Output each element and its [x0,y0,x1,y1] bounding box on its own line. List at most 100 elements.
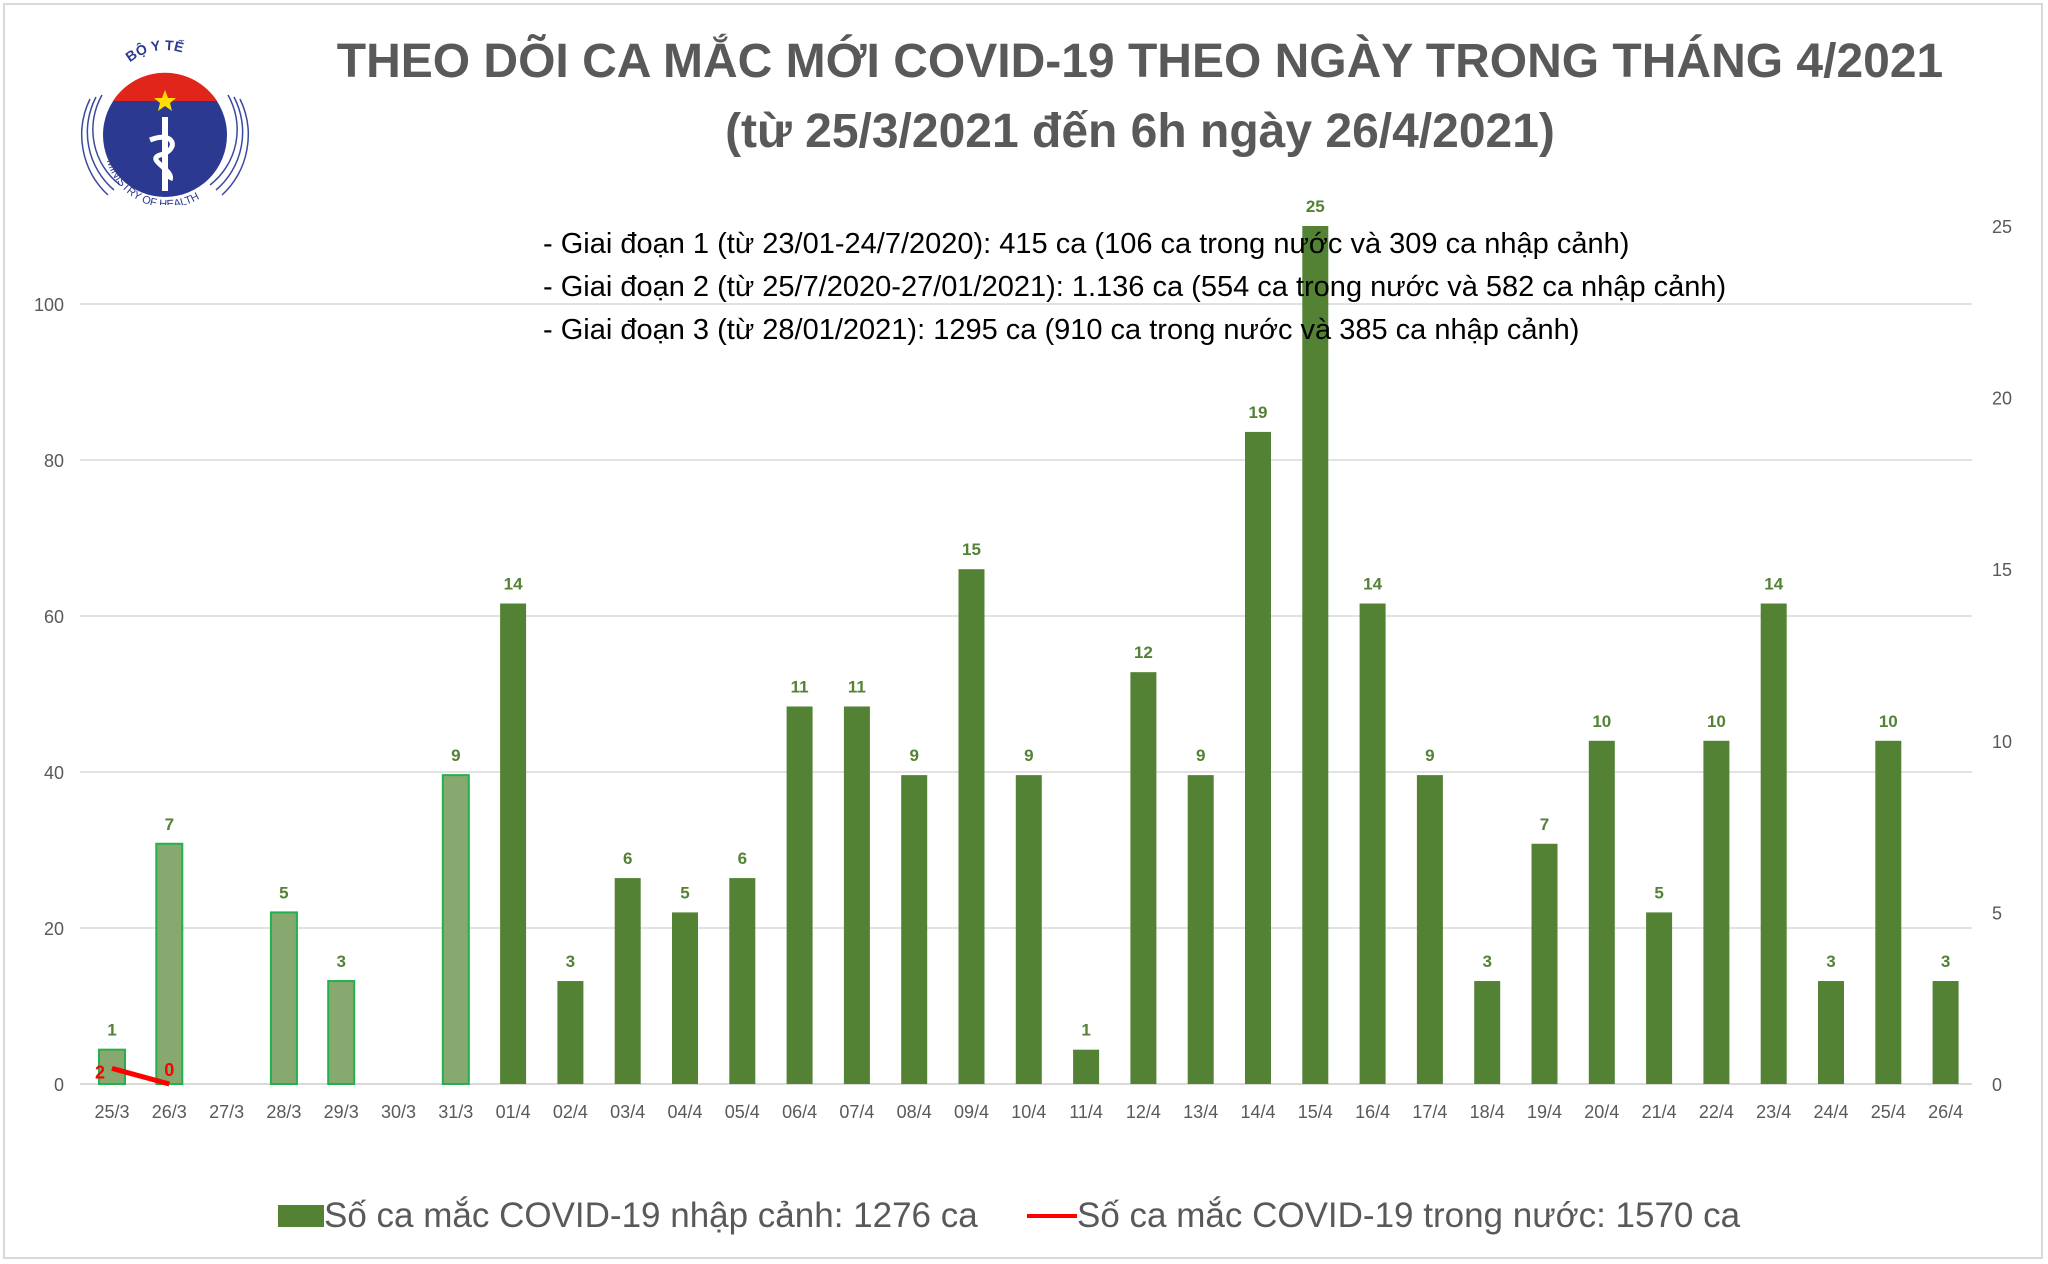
x-axis-tick-label: 26/3 [152,1102,187,1122]
bar-13/4 [1187,775,1214,1084]
chart-frame [3,3,2043,1259]
bar-data-label: 11 [791,677,809,696]
x-axis-tick-label: 31/3 [438,1102,473,1122]
bar-23/4 [1760,603,1787,1084]
note-phase-1: - Giai đoạn 1 (từ 23/01-24/7/2020): 415 … [543,228,1630,260]
right-axis-tick-label: 15 [1992,560,2012,580]
x-axis-tick-label: 19/4 [1527,1102,1562,1122]
bar-04/4 [672,912,698,1084]
x-axis-tick-label: 05/4 [725,1102,760,1122]
bar-17/4 [1416,775,1443,1084]
x-axis-tick-label: 18/4 [1470,1102,1505,1122]
bar-data-label: 7 [165,815,174,834]
bar-data-label: 9 [1425,746,1434,765]
legend-item-domestic: Số ca mắc COVID-19 trong nước: 1570 ca [1027,1196,1740,1236]
bar-07/4 [843,706,870,1084]
x-axis-tick-label: 23/4 [1756,1102,1791,1122]
x-axis-tick-label: 30/3 [381,1102,416,1122]
x-axis-tick-label: 07/4 [839,1102,874,1122]
bar-data-label: 1 [1081,1021,1090,1040]
bar-18/4 [1474,981,1501,1084]
bar-data-label: 15 [962,540,981,559]
bar-data-label: 3 [566,952,575,971]
bar-28/3 [269,911,298,1086]
x-axis-tick-label: 04/4 [667,1102,702,1122]
legend-item-imported: Số ca mắc COVID-19 nhập cảnh: 1276 ca [278,1196,978,1236]
bar-24/4 [1818,981,1844,1084]
x-axis-tick-label: 16/4 [1355,1102,1390,1122]
bar-data-label: 12 [1134,643,1153,662]
bar-21/4 [1646,912,1673,1084]
x-axis-tick-label: 09/4 [954,1102,989,1122]
x-axis-tick-label: 03/4 [610,1102,645,1122]
bar-data-label: 7 [1540,815,1549,834]
line-data-label: 0 [164,1060,174,1080]
legend-line-swatch-icon [1027,1214,1077,1218]
bar-08/4 [901,775,928,1084]
x-axis-tick-label: 25/4 [1871,1102,1906,1122]
x-axis-tick-label: 11/4 [1069,1102,1103,1122]
x-axis-tick-label: 14/4 [1240,1102,1275,1122]
bar-data-label: 3 [1482,952,1491,971]
bar-data-label: 5 [279,883,288,902]
x-axis-tick-label: 25/3 [94,1102,129,1122]
bar-02/4 [557,981,584,1084]
bar-26/3 [155,842,184,1086]
bar-data-label: 6 [623,849,632,868]
note-phase-2: - Giai đoạn 2 (từ 25/7/2020-27/01/2021):… [543,271,1727,303]
bar-data-label: 10 [1707,712,1726,731]
bar-data-label: 11 [848,677,866,696]
x-axis-tick-label: 22/4 [1699,1102,1734,1122]
note-phase-3: - Giai đoạn 3 (từ 28/01/2021): 1295 ca (… [543,314,1580,346]
x-axis-tick-label: 12/4 [1126,1102,1161,1122]
left-axis-tick-label: 20 [44,919,64,939]
x-axis-tick-label: 28/3 [266,1102,301,1122]
logo-emblem-icon: BỘ Y TẾ MINISTRY OF HEALTH [80,37,250,205]
bar-15/4 [1302,226,1329,1084]
right-axis-tick-label: 0 [1992,1075,2002,1095]
bar-data-label: 10 [1879,712,1898,731]
bar-20/4 [1588,740,1615,1084]
domestic-cases-line [111,1065,170,1087]
bar-data-label: 5 [680,883,689,902]
x-axis-tick-label: 15/4 [1298,1102,1333,1122]
bar-data-label: 25 [1306,197,1325,216]
x-axis-tick-label: 06/4 [782,1102,817,1122]
legend-label-domestic: Số ca mắc COVID-19 trong nước: 1570 ca [1077,1196,1741,1235]
bar-10/4 [1015,775,1042,1084]
bar-data-label: 9 [1024,746,1033,765]
bar-26/4 [1932,981,1959,1084]
bar-06/4 [786,706,813,1084]
left-axis-tick-label: 100 [34,295,64,315]
bar-data-label: 5 [1654,883,1663,902]
chart-subtitle: (từ 25/3/2021 đến 6h ngày 26/4/2021) [725,105,1555,158]
x-axis-tick-label: 10/4 [1011,1102,1046,1122]
bar-14/4 [1245,431,1271,1084]
line-data-label: 2 [95,1062,105,1082]
bar-25/4 [1875,740,1902,1084]
bar-data-label: 3 [1826,952,1835,971]
bar-11/4 [1073,1049,1100,1084]
x-axis-tick-label: 20/4 [1584,1102,1619,1122]
left-axis-tick-label: 60 [44,607,64,627]
bar-data-label: 6 [738,849,747,868]
bar-data-label: 3 [336,952,345,971]
bar-data-label: 10 [1592,712,1611,731]
bar-data-label: 9 [909,746,918,765]
bar-22/4 [1703,740,1730,1084]
bar-19/4 [1531,843,1558,1084]
left-axis-tick-label: 80 [44,451,64,471]
bar-data-label: 1 [107,1021,116,1040]
ministry-logo: BỘ Y TẾ MINISTRY OF HEALTH [80,35,250,205]
x-axis-tick-label: 26/4 [1928,1102,1963,1122]
left-axis-tick-label: 0 [54,1075,64,1095]
legend-bar-swatch-icon [278,1205,324,1227]
x-axis-tick-label: 02/4 [553,1102,588,1122]
bar-01/4 [500,603,527,1084]
bar-data-label: 3 [1941,952,1950,971]
x-axis-tick-label: 08/4 [897,1102,932,1122]
legend-label-imported: Số ca mắc COVID-19 nhập cảnh: 1276 ca [324,1196,978,1235]
bar-31/3 [441,774,470,1085]
x-axis-tick-label: 24/4 [1813,1102,1848,1122]
